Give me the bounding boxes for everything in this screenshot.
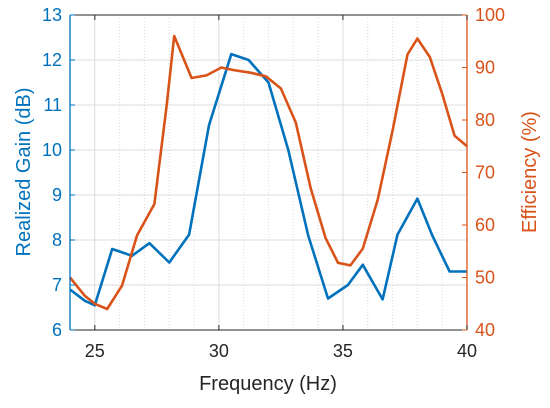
y-right-tick-label: 50 bbox=[475, 268, 495, 288]
y-right-tick-label: 70 bbox=[475, 163, 495, 183]
axes: 25 30 35 40 6 7 8 9 10 11 12 13 40 50 60 70 80 90 100 bbox=[42, 5, 505, 361]
x-tick-label: 35 bbox=[333, 341, 353, 361]
y-right-tick-label: 100 bbox=[475, 5, 505, 25]
x-tick-label: 25 bbox=[85, 341, 105, 361]
gain-series-line bbox=[69, 52, 467, 307]
y-left-tick-label: 7 bbox=[52, 275, 62, 295]
y-right-tick-label: 90 bbox=[475, 58, 495, 78]
y-left-tick-label: 12 bbox=[42, 50, 62, 70]
y-left-tick-label: 6 bbox=[52, 320, 62, 340]
y-right-tick-label: 80 bbox=[475, 110, 495, 130]
y-left-tick-label: 13 bbox=[42, 5, 62, 25]
x-tick-label: 40 bbox=[457, 341, 477, 361]
y-left-tick-label: 11 bbox=[43, 95, 62, 115]
y-right-tick-label: 40 bbox=[475, 320, 495, 340]
x-axis-label: Frequency (Hz) bbox=[199, 373, 337, 395]
x-tick-label: 30 bbox=[209, 341, 229, 361]
y-left-tick-label: 8 bbox=[52, 230, 62, 250]
efficiency-series-line bbox=[68, 34, 468, 311]
series-lines bbox=[68, 34, 468, 311]
y-axis-left-label: Realized Gain (dB) bbox=[13, 88, 35, 257]
y-axis-right-label: Efficiency (%) bbox=[519, 111, 541, 233]
y-left-tick-label: 10 bbox=[42, 140, 62, 160]
y-right-tick-label: 60 bbox=[475, 215, 495, 235]
grid bbox=[69, 14, 468, 331]
y-left-tick-label: 9 bbox=[52, 185, 62, 205]
